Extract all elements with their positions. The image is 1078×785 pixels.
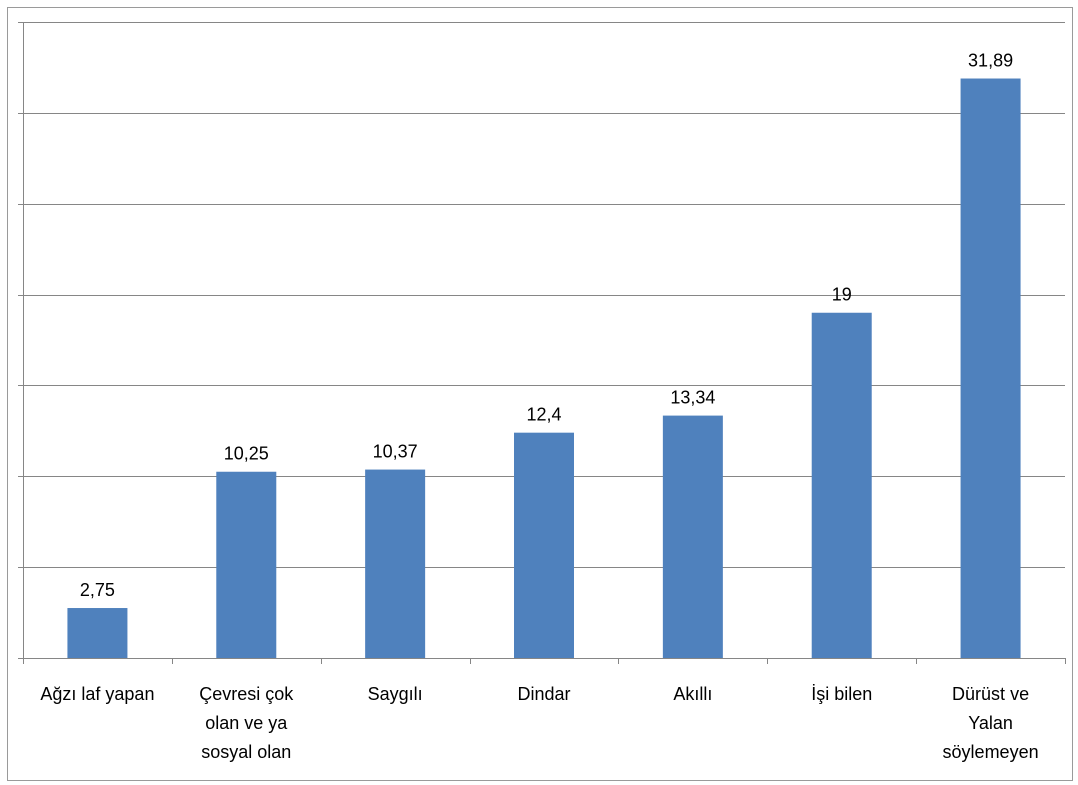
category-label: Saygılı <box>368 684 423 704</box>
axes <box>18 22 1066 664</box>
bar <box>514 432 574 658</box>
bar <box>67 608 128 658</box>
bar <box>216 471 277 658</box>
data-label: 10,37 <box>373 442 418 462</box>
bar <box>811 312 872 658</box>
category-label: Ağzı laf yapan <box>40 684 154 704</box>
data-label: 19 <box>832 285 852 305</box>
data-label: 13,34 <box>670 388 715 408</box>
gridlines <box>23 22 1065 568</box>
data-labels: 2,75 10,25 10,37 12,4 13,34 19 31,89 <box>80 51 1013 601</box>
data-label: 31,89 <box>968 51 1013 71</box>
category-label: Dindar <box>517 684 570 704</box>
bar <box>662 415 723 658</box>
category-labels: Ağzı laf yapan Çevresi çok olan ve ya sosya… <box>40 684 1038 762</box>
data-label: 10,25 <box>224 444 269 464</box>
data-label: 12,4 <box>526 405 561 425</box>
data-label: 2,75 <box>80 580 115 600</box>
category-label: Akıllı <box>673 684 712 704</box>
category-label: Çevresi çok olan ve ya sosyal olan <box>199 684 294 762</box>
bars <box>67 78 1021 659</box>
bar <box>960 78 1021 659</box>
category-label: Dürüst ve Yalan söylemeyen <box>943 684 1039 762</box>
category-label: İşi bilen <box>811 684 872 704</box>
bar <box>365 469 426 658</box>
